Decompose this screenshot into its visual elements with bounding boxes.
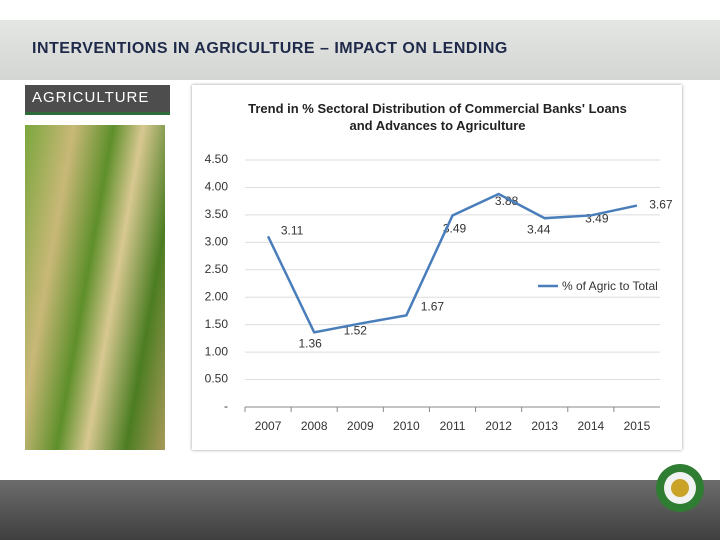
- slide-title: INTERVENTIONS IN AGRICULTURE – IMPACT ON…: [32, 40, 508, 57]
- y-tick-label: 2.50: [205, 262, 229, 276]
- series-line: [266, 192, 638, 334]
- x-tick-label: 2009: [347, 419, 374, 433]
- y-tick-label: 4.00: [205, 180, 229, 194]
- y-tick-label: 0.50: [205, 372, 229, 386]
- y-tick-label: 3.00: [205, 235, 229, 249]
- chart-title: Trend in % Sectoral Distribution of Comm…: [248, 101, 627, 133]
- x-tick-label: 2015: [624, 419, 651, 433]
- chart-panel: [192, 85, 682, 450]
- data-label: 3.88: [495, 194, 519, 208]
- x-tick-label: 2008: [301, 419, 328, 433]
- data-label: 3.11: [281, 223, 304, 237]
- sidebar-label: AGRICULTURE: [25, 85, 170, 115]
- y-tick-label: -: [224, 399, 228, 413]
- y-tick-label: 2.00: [205, 289, 229, 303]
- legend-label: % of Agric to Total: [562, 279, 658, 293]
- x-tick-label: 2011: [440, 419, 466, 433]
- logo: [656, 464, 704, 512]
- x-tick-label: 2010: [393, 419, 420, 433]
- y-tick-label: 3.50: [205, 207, 229, 221]
- floor: [0, 480, 720, 540]
- x-tick-label: 2012: [485, 419, 512, 433]
- x-tick-label: 2013: [531, 419, 558, 433]
- data-label: 3.67: [649, 198, 673, 212]
- data-label: 1.36: [298, 337, 322, 351]
- x-tick-label: 2014: [577, 419, 604, 433]
- y-tick-label: 1.00: [205, 344, 229, 358]
- data-label: 3.44: [527, 222, 551, 236]
- y-tick-label: 4.50: [205, 152, 229, 166]
- header-band: INTERVENTIONS IN AGRICULTURE – IMPACT ON…: [0, 20, 720, 80]
- x-tick-label: 2007: [255, 419, 282, 433]
- data-label: 1.52: [344, 324, 368, 338]
- rice-image: [25, 125, 165, 450]
- data-label: 1.67: [421, 300, 445, 314]
- y-tick-label: 1.50: [205, 317, 229, 331]
